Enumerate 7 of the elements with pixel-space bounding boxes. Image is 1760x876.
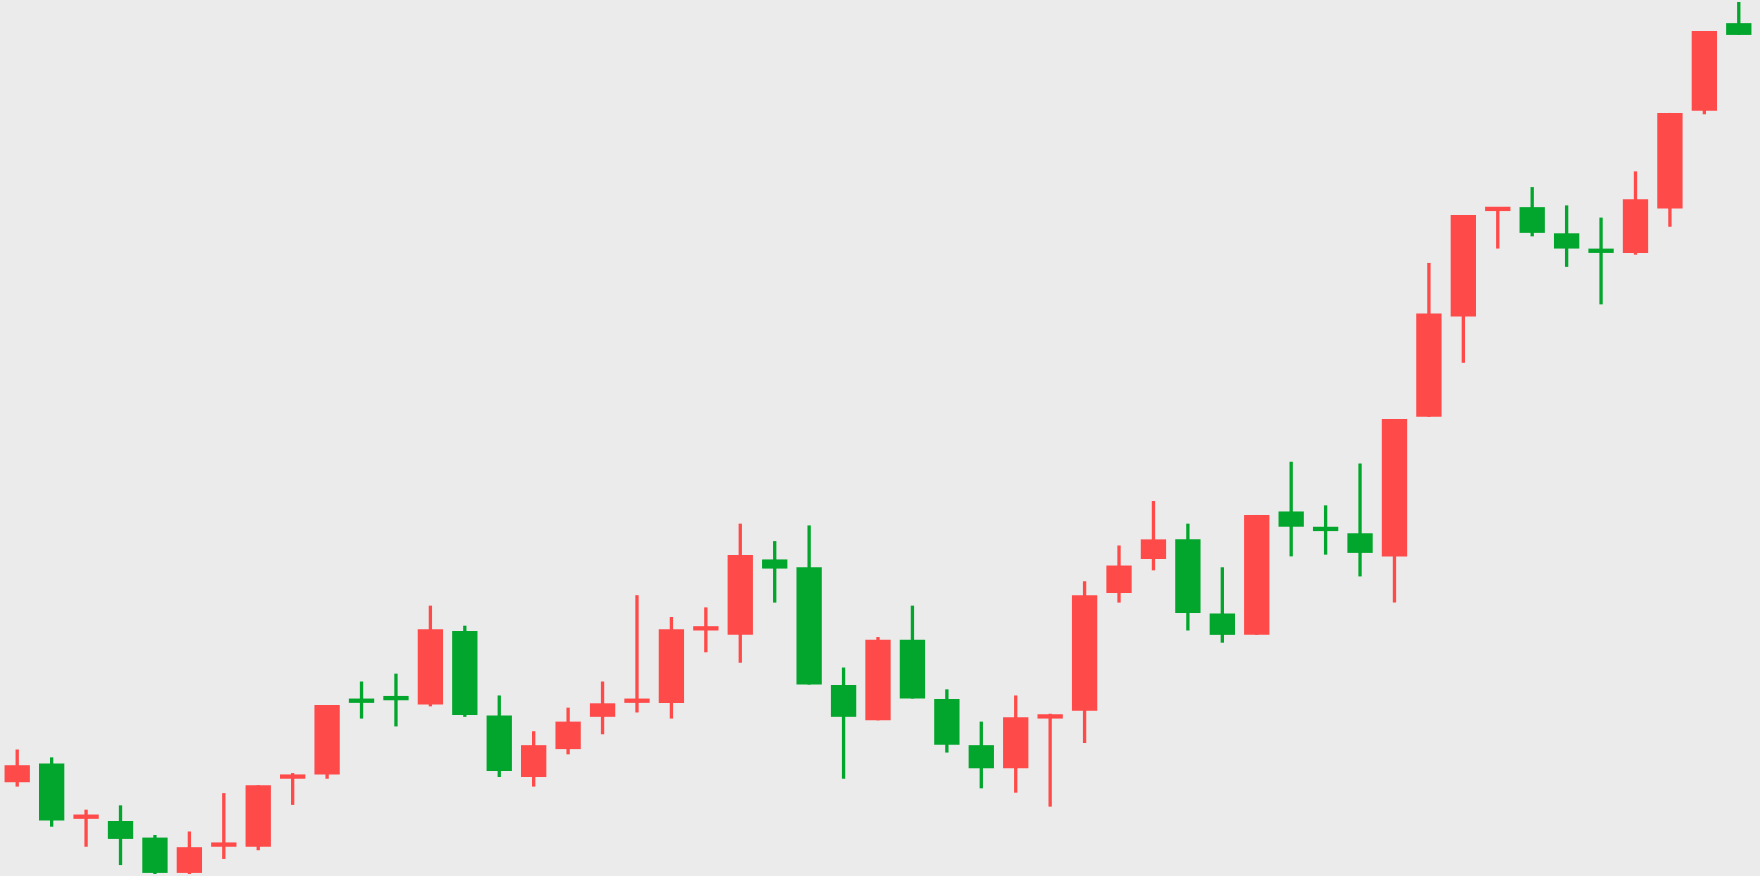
candlestick [73, 809, 99, 847]
candlestick [693, 607, 719, 653]
candlestick [1588, 217, 1614, 305]
candlestick [1037, 713, 1063, 807]
candlestick [383, 673, 409, 727]
candlestick [624, 595, 650, 713]
candlestick [1347, 463, 1373, 577]
